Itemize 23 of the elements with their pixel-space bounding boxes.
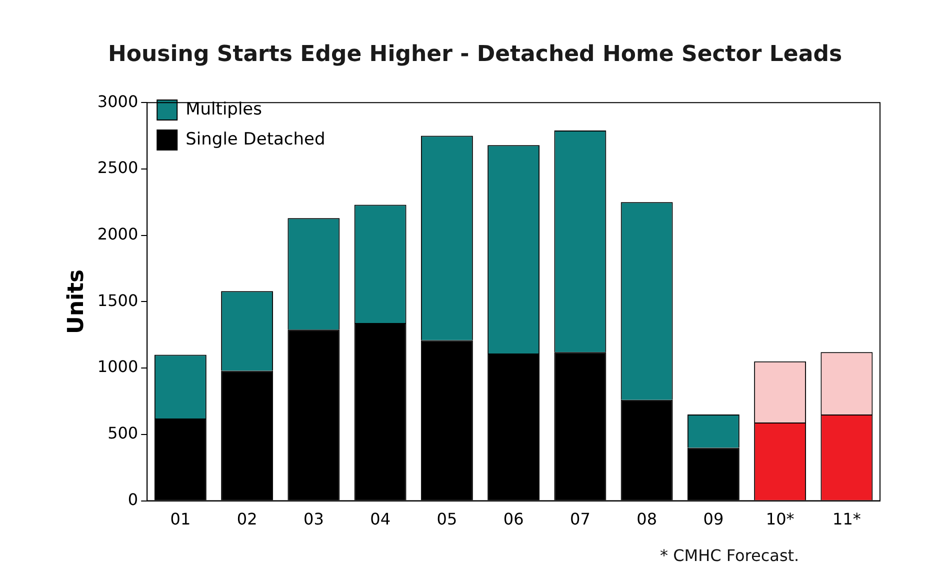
legend-label: Single Detached [186, 129, 326, 150]
y-tick-label: 1000 [97, 357, 138, 376]
y-tick-label: 2500 [97, 158, 138, 178]
y-tick-label: 500 [108, 424, 138, 443]
y-axis-title: Units [64, 269, 89, 334]
x-tick-label: 03 [304, 510, 324, 529]
y-tick-label: 1500 [97, 290, 138, 310]
x-tick-label: 08 [636, 510, 657, 529]
text: * CMHC Forecast. [660, 546, 800, 565]
y-tick-label: 2000 [97, 224, 138, 244]
x-tick-label: 07 [570, 510, 590, 529]
y-tick-label: 0 [128, 490, 138, 509]
x-tick-label: 06 [503, 510, 524, 529]
x-tick-label: 09 [703, 510, 724, 529]
x-tick-label: 10* [766, 510, 794, 529]
x-tick-label: 05 [436, 510, 458, 529]
x-tick-label: 02 [236, 510, 258, 529]
x-tick-label: 01 [170, 510, 191, 529]
chart-title: Housing Starts Edge Higher - Detached Home Sector Leads [106, 42, 844, 67]
x-tick-label: 04 [370, 510, 390, 529]
x-tick-label: 11* [832, 510, 861, 529]
y-tick-label: 3000 [97, 92, 138, 111]
legend-label: Multiples [186, 99, 262, 120]
